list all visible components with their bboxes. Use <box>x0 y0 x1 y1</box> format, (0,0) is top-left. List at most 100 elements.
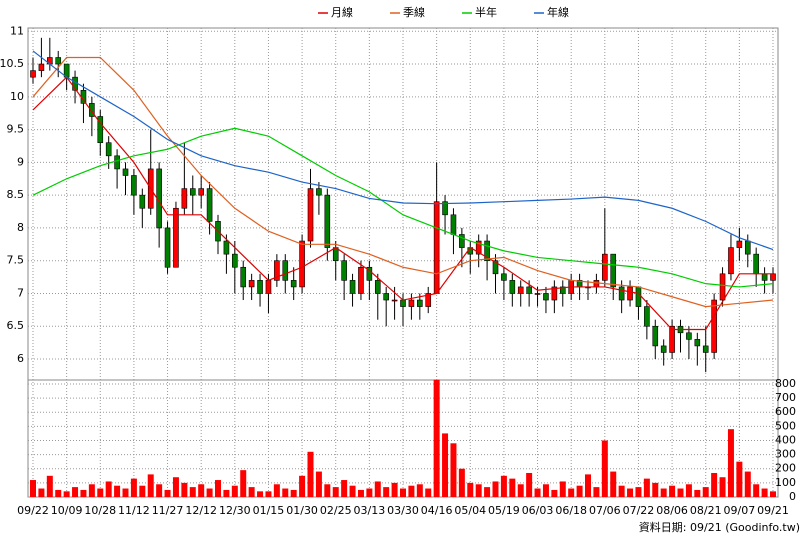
candle-body <box>425 293 432 307</box>
volume-bar <box>400 488 406 497</box>
candle-body <box>551 286 558 301</box>
volume-bar <box>156 484 163 497</box>
volume-bar <box>257 491 264 497</box>
volume-bar <box>660 488 667 497</box>
x-tick-label: 01/30 <box>286 504 318 517</box>
x-tick-label: 08/21 <box>690 504 722 517</box>
volume-bar <box>618 485 625 497</box>
candle-body <box>232 253 238 268</box>
y-tick-label: 11 <box>10 24 24 37</box>
candle-body <box>324 194 331 248</box>
candle-body <box>593 280 600 288</box>
candle-body <box>694 339 701 347</box>
y-tick-label: 8.5 <box>7 188 25 201</box>
candle-body <box>265 280 272 294</box>
y2-tick-label: 600 <box>775 405 796 418</box>
candle-body <box>316 188 322 196</box>
candle-body <box>38 63 45 71</box>
moving-average-line <box>32 50 774 251</box>
candle-body <box>366 266 373 281</box>
volume-bar <box>450 443 457 497</box>
candle-body <box>374 280 381 294</box>
y2-tick-label: 800 <box>775 377 796 390</box>
volume-bar <box>341 480 348 497</box>
volume-bar <box>181 482 188 497</box>
volume-bar <box>627 488 634 497</box>
candle-body <box>30 70 36 78</box>
x-tick-label: 09/22 <box>17 504 49 517</box>
volume-bar <box>366 488 373 497</box>
candle-body <box>543 293 549 301</box>
candle-body <box>122 168 129 176</box>
y2-tick-label: 400 <box>775 433 796 446</box>
x-tick-label: 06/03 <box>522 504 554 517</box>
volume-bar <box>282 488 289 497</box>
legend: 月線 季線 半年 年線 <box>318 5 569 19</box>
moving-average-line <box>32 76 773 331</box>
y-tick-label: 10 <box>10 90 24 103</box>
volume-bar <box>601 440 608 497</box>
candle-body <box>610 253 617 288</box>
footer: 資料日期: 09/21 (Goodinfo.tw) <box>639 520 800 534</box>
candle-body <box>753 253 759 275</box>
candle-body <box>660 345 667 353</box>
volume-bar <box>492 481 499 497</box>
moving-average-line <box>32 56 774 308</box>
y2-tick-label: 200 <box>775 462 796 475</box>
y-tick-label: 9 <box>17 155 24 168</box>
y2-tick-label: 100 <box>775 476 796 489</box>
candle-body <box>181 188 188 209</box>
candle-body <box>526 286 532 294</box>
volume-bar <box>231 485 238 497</box>
volume-bar <box>30 480 36 497</box>
volume-bar <box>97 488 104 497</box>
volume-bar <box>164 489 171 497</box>
volume-bar <box>635 487 642 497</box>
volume-bar <box>290 489 297 497</box>
volume-bar <box>425 488 432 497</box>
volume-bar <box>122 488 129 497</box>
x-tick-label: 09/21 <box>757 504 789 517</box>
candle-body <box>644 306 650 327</box>
x-tick-label: 05/19 <box>488 504 520 517</box>
candle-body <box>475 240 482 255</box>
x-tick-label: 11/27 <box>152 504 184 517</box>
volume-bar <box>248 487 255 497</box>
volume-bar <box>526 472 533 497</box>
candle-body <box>627 286 633 301</box>
y2-tick-label: 700 <box>775 391 796 404</box>
volume-bar <box>206 488 213 497</box>
candle-body <box>559 286 566 294</box>
volume-bar <box>694 489 701 497</box>
candle-body <box>433 201 440 294</box>
volume-bar <box>534 488 541 497</box>
volume-bar <box>677 488 684 497</box>
volume-bar <box>324 484 331 497</box>
candle-body <box>450 214 457 235</box>
candle-body <box>744 240 751 255</box>
x-tick-label: 12/12 <box>185 504 217 517</box>
volume-bar <box>307 451 314 497</box>
volume-bar <box>744 471 751 497</box>
candle-body <box>711 299 717 353</box>
candle-body <box>517 286 524 294</box>
candle-body <box>492 260 499 275</box>
volume-bar <box>383 487 390 497</box>
volume-bar <box>433 379 440 497</box>
candle-body <box>391 299 398 302</box>
candle-body <box>442 201 448 216</box>
x-tick-label: 07/06 <box>589 504 621 517</box>
volume-bar <box>585 474 591 497</box>
legend-label: 年線 <box>547 5 569 19</box>
candle-body <box>702 345 709 353</box>
x-tick-label: 01/15 <box>253 504 285 517</box>
candle-body <box>290 280 297 288</box>
candle-body <box>164 227 171 268</box>
volume-bar <box>542 484 549 497</box>
candle-body <box>669 325 675 353</box>
y-tick-label: 9.5 <box>7 123 25 136</box>
volume-bar <box>711 472 718 497</box>
candle-body <box>400 299 406 307</box>
volume-bar <box>559 481 566 497</box>
